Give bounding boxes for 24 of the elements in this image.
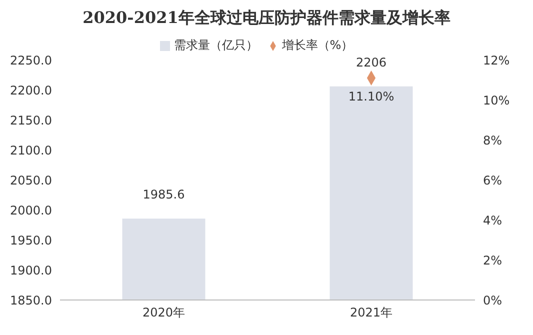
y-tick-label: 1950.0 bbox=[10, 233, 52, 248]
y2-tick-label: 6% bbox=[483, 173, 502, 188]
y2-tick-label: 2% bbox=[483, 253, 502, 268]
chart-title: 2020-2021年全球过电压防护器件需求量及增长率 bbox=[82, 8, 452, 29]
x-tick-label: 2020年 bbox=[142, 306, 186, 320]
y-tick-label: 2150.0 bbox=[10, 113, 52, 128]
data-label: 1985.6 bbox=[142, 188, 185, 202]
y-tick-label: 2200.0 bbox=[10, 83, 52, 98]
y2-tick-label: 8% bbox=[483, 133, 502, 148]
data-label: 2206 bbox=[356, 55, 387, 70]
y2-tick-label: 12% bbox=[483, 53, 510, 68]
y-tick-label: 2000.0 bbox=[10, 203, 52, 218]
y-tick-label: 1850.0 bbox=[10, 293, 52, 308]
y-tick-label: 2100.0 bbox=[10, 143, 52, 158]
y2-tick-label: 10% bbox=[483, 93, 510, 108]
y2-tick-label: 4% bbox=[483, 213, 502, 228]
y-tick-label: 2050.0 bbox=[10, 173, 52, 188]
y2-tick-label: 0% bbox=[483, 293, 502, 308]
data-label: 11.10% bbox=[348, 90, 394, 104]
x-tick-label: 2021年 bbox=[350, 306, 393, 320]
y-tick-label: 1900.0 bbox=[10, 263, 52, 278]
legend-label: 需求量（亿只） bbox=[174, 38, 258, 52]
legend-label: 增长率（%） bbox=[282, 38, 354, 52]
y-tick-label: 2250.0 bbox=[10, 53, 52, 68]
